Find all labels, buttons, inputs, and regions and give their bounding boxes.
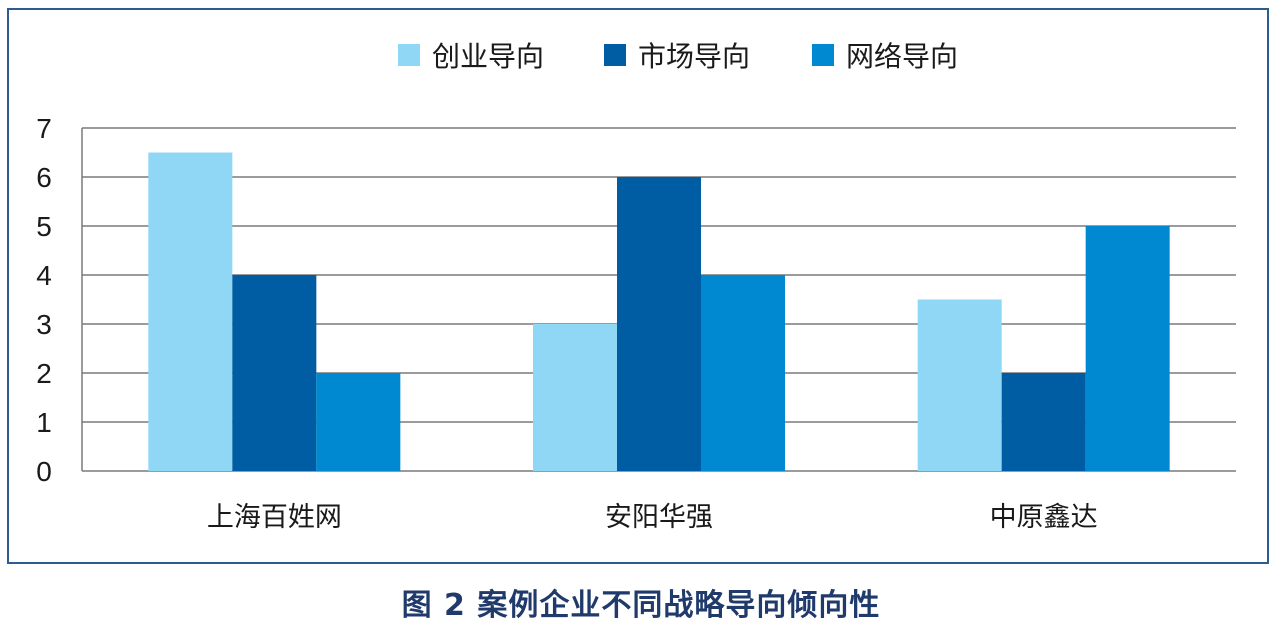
legend-swatch-1 — [398, 44, 420, 66]
y-tick-label-4: 4 — [36, 260, 52, 291]
bar-3-3 — [1085, 226, 1170, 471]
bar-2-2 — [617, 177, 701, 471]
legend-label-2: 市场导向 — [638, 40, 750, 73]
x-category-label-2: 安阳华强 — [605, 502, 713, 533]
legend-label-1: 创业导向 — [432, 40, 544, 73]
bar-1-3 — [316, 373, 401, 471]
legend-swatch-3 — [812, 44, 834, 66]
y-tick-label-7: 7 — [36, 113, 52, 144]
legend-label-3: 网络导向 — [846, 40, 958, 73]
figure-caption: 图 2 案例企业不同战略导向倾向性 — [401, 588, 881, 623]
bar-chart: 0 1 2 3 4 5 6 7 上海百姓网 安阳华强 中原鑫达 创业导向 市场导向 网络导向 — [36, 40, 1236, 533]
y-tick-label-2: 2 — [36, 358, 52, 389]
bar-1-1 — [148, 152, 233, 471]
y-tick-label-0: 0 — [36, 456, 52, 487]
y-tick-label-6: 6 — [36, 162, 52, 193]
bar-3-2 — [1001, 373, 1086, 471]
bar-2-1 — [533, 324, 617, 471]
legend-swatch-2 — [604, 44, 626, 66]
y-tick-label-1: 1 — [36, 407, 52, 438]
bar-3-1 — [917, 299, 1002, 471]
bar-2-3 — [701, 275, 785, 471]
y-tick-label-5: 5 — [36, 211, 52, 242]
x-category-label-1: 上海百姓网 — [207, 502, 342, 533]
y-tick-label-3: 3 — [36, 309, 52, 340]
bar-1-2 — [232, 275, 317, 471]
x-category-label-3: 中原鑫达 — [990, 502, 1098, 533]
